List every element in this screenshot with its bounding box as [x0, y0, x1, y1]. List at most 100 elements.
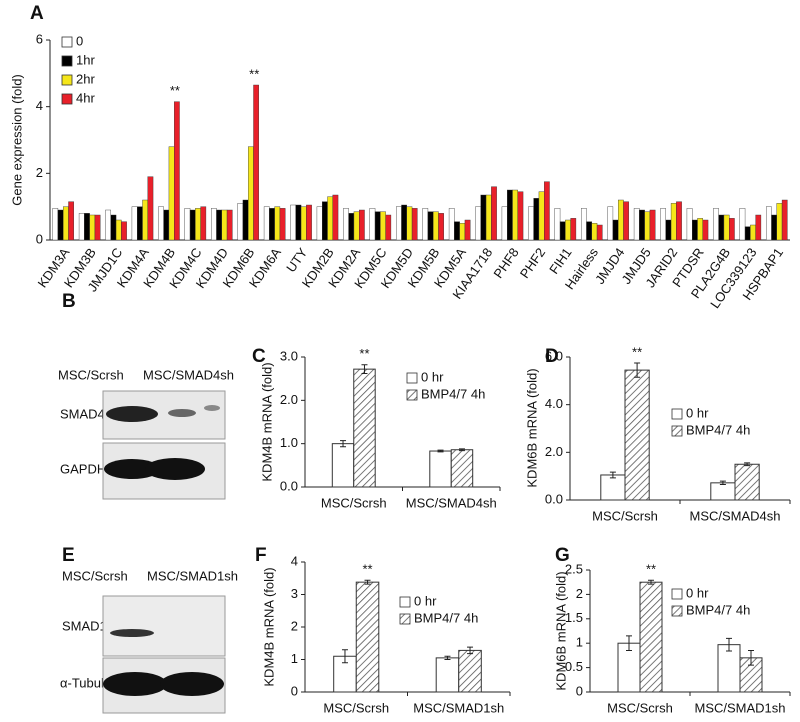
bar [458, 649, 482, 693]
legend-swatch [671, 425, 683, 437]
bar [734, 463, 760, 501]
y-axis-title: KDM4B mRNA (fold) [261, 567, 276, 686]
bar [163, 209, 170, 241]
x-tick-label: MSC/SMAD1sh [413, 700, 504, 715]
bar [115, 219, 122, 241]
bar [110, 214, 117, 241]
x-tick-label: PHF2 [517, 245, 548, 281]
bar [565, 219, 571, 241]
x-tick-label: MSC/SMAD1sh [694, 700, 785, 715]
bar [665, 219, 672, 241]
blot-column-label: MSC/Scrsh [62, 568, 128, 583]
bar [581, 208, 587, 241]
bar [596, 224, 603, 241]
bar [744, 226, 751, 241]
bar [78, 213, 85, 241]
bar [639, 209, 645, 241]
bar [433, 211, 439, 241]
y-tick-label: 1.0 [280, 435, 298, 450]
bar [618, 199, 624, 241]
y-tick-label: 2.0 [280, 392, 298, 407]
bar [327, 196, 333, 241]
bar [586, 221, 592, 241]
y-tick-label: 0.0 [545, 491, 563, 506]
blot-row-label: GAPDH [60, 461, 106, 476]
bar [184, 208, 191, 241]
legend-label: BMP4/7 4h [421, 386, 485, 401]
bar [559, 221, 566, 241]
bar [274, 206, 281, 241]
panel-letter: D [545, 346, 559, 367]
blot-column-label: MSC/SMAD1sh [147, 568, 238, 583]
bar [623, 201, 629, 241]
significance-label: ** [359, 346, 369, 361]
legend-label: 0 hr [414, 593, 437, 608]
legend-label: 0 hr [421, 369, 444, 384]
error-bar [648, 579, 654, 585]
blot-panel-b: B MSC/Scrsh MSC/SMAD4sh SMAD4 GAPDH [58, 291, 234, 500]
legend-swatch [406, 372, 418, 384]
x-tick-label: MSC/Scrsh [321, 495, 387, 510]
bar [263, 206, 270, 241]
bar [533, 198, 540, 241]
bar [380, 211, 386, 241]
bar [686, 208, 693, 241]
bar [142, 199, 148, 241]
significance-label: ** [362, 562, 372, 577]
y-tick-label: 2.0 [545, 444, 563, 459]
legend-label: 0 hr [686, 405, 709, 420]
legend-swatch [61, 36, 73, 48]
y-tick-label: 3 [291, 586, 298, 601]
bar [226, 209, 233, 241]
error-bar [444, 655, 451, 660]
error-bar [340, 440, 347, 448]
bar [237, 203, 244, 241]
y-tick-label: 1 [291, 651, 298, 666]
bar [211, 208, 217, 241]
y-tick-label: 4 [291, 553, 298, 568]
bar [105, 209, 111, 241]
blot-band [168, 409, 196, 417]
bar [137, 206, 143, 241]
legend-swatch [61, 55, 73, 67]
bar [348, 213, 355, 241]
y-tick-label: 1.5 [565, 610, 583, 625]
bar [475, 206, 481, 241]
bar [216, 209, 222, 241]
error-bar [748, 650, 754, 666]
error-bar [719, 480, 726, 486]
legend-label: BMP4/7 4h [686, 422, 750, 437]
y-tick-label: 6.0 [545, 348, 563, 363]
bar [639, 581, 663, 693]
bar [454, 221, 460, 241]
bar [697, 218, 703, 241]
bar [459, 223, 466, 241]
bar [591, 223, 598, 241]
bar [512, 189, 518, 241]
bar [279, 208, 286, 241]
y-tick-label: 1 [576, 635, 583, 650]
legend-label: 2hr [76, 71, 95, 86]
legend-swatch [61, 74, 73, 86]
y-axis-title: KDM6B mRNA (fold) [553, 571, 568, 690]
bar [359, 209, 365, 241]
panel-letter: E [62, 545, 75, 566]
y-tick-label: 4.0 [545, 396, 563, 411]
bar [702, 219, 709, 241]
bar [332, 194, 339, 241]
blot-band [110, 629, 154, 637]
bar [485, 194, 492, 241]
bar [89, 214, 96, 241]
legend-swatch [61, 93, 73, 105]
bar [435, 657, 460, 693]
significance-label: ** [632, 344, 642, 359]
bar [300, 206, 307, 241]
y-tick-label: 6 [36, 31, 43, 46]
y-tick-label: 0 [291, 683, 298, 698]
bar [729, 218, 735, 241]
y-axis-title: KDM4B mRNA (fold) [259, 362, 274, 481]
blot-band [104, 459, 160, 479]
bar [353, 211, 360, 241]
bar [406, 206, 413, 241]
bar [644, 211, 651, 241]
